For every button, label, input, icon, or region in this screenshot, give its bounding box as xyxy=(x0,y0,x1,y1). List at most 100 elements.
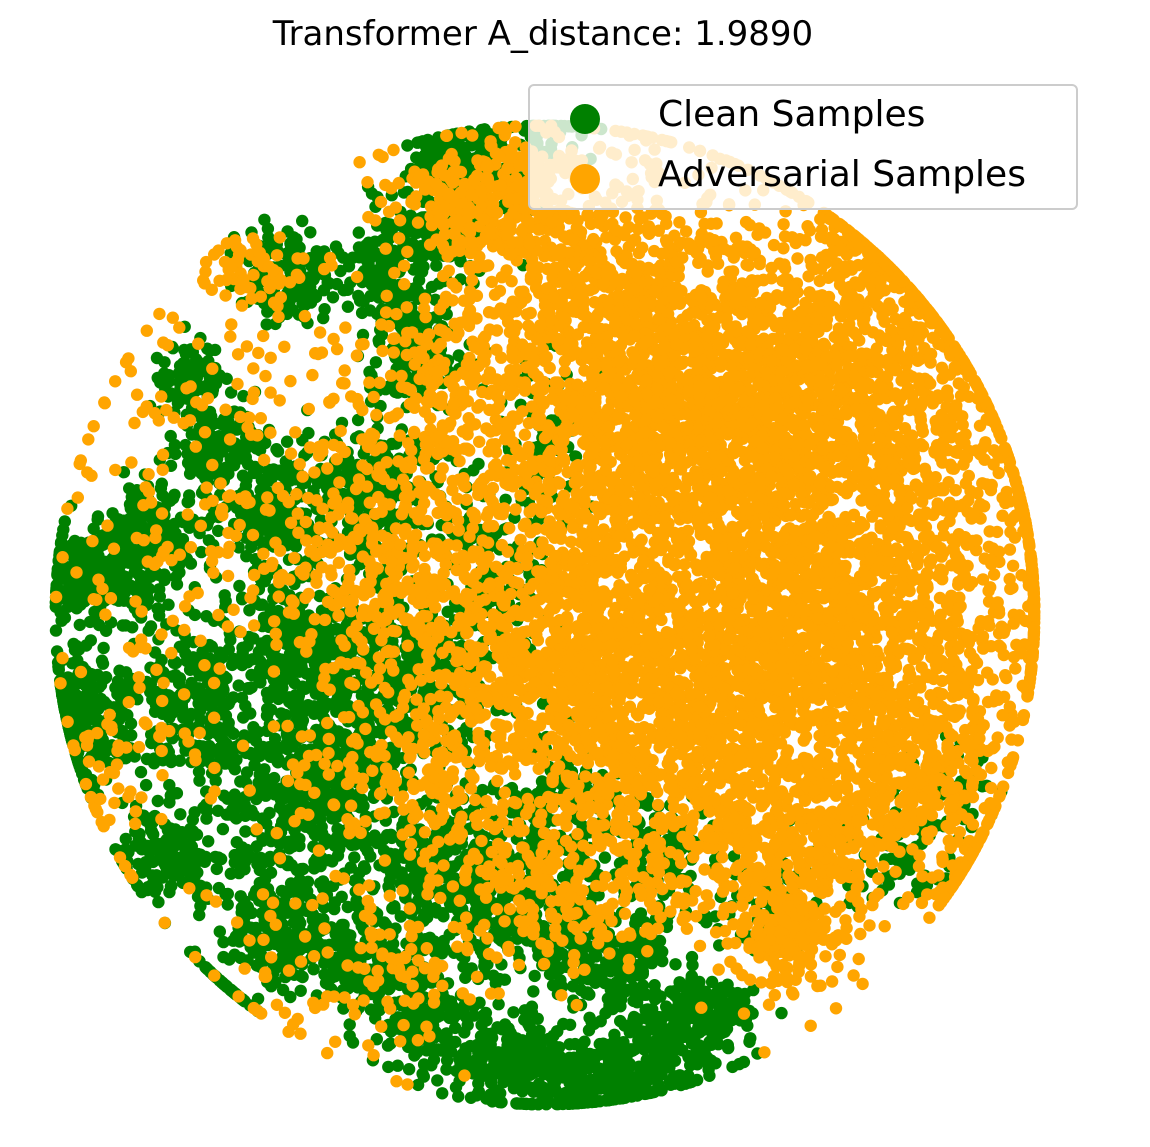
clean-sample-point xyxy=(532,1085,546,1099)
clean-sample-point xyxy=(190,455,203,468)
clean-sample-point xyxy=(49,624,63,637)
clean-sample-point xyxy=(92,618,106,632)
clean-sample-point xyxy=(125,514,138,527)
clean-sample-point xyxy=(174,808,187,821)
clean-sample-point xyxy=(205,640,218,653)
clean-sample-point xyxy=(342,260,356,273)
clean-sample-point xyxy=(519,1051,533,1064)
clean-sample-point xyxy=(513,1061,526,1074)
clean-sample-point xyxy=(472,1077,485,1090)
clean-sample-point xyxy=(200,610,213,623)
clean-sample-point xyxy=(129,547,143,560)
clean-sample-point xyxy=(55,536,68,549)
clean-sample-point xyxy=(234,890,247,903)
clean-sample-point xyxy=(163,778,176,792)
clean-sample-point xyxy=(352,226,365,239)
clean-sample-point xyxy=(300,667,313,680)
clean-sample-point xyxy=(563,1038,576,1051)
clean-sample-point xyxy=(655,1068,668,1081)
clean-sample-point xyxy=(437,910,450,923)
clean-sample-point xyxy=(475,1018,488,1032)
clean-sample-point xyxy=(375,274,389,287)
clean-sample-point xyxy=(122,677,135,691)
clean-sample-point xyxy=(183,521,196,534)
clean-sample-point xyxy=(152,895,165,909)
clean-sample-point xyxy=(286,739,299,752)
clean-sample-point xyxy=(56,689,69,702)
clean-sample-point xyxy=(525,1000,539,1013)
clean-sample-point xyxy=(279,708,292,722)
chart-title: Transformer A_distance: 1.9890 xyxy=(272,14,814,54)
clean-sample-point xyxy=(163,711,176,724)
clean-sample-point xyxy=(436,1087,449,1100)
clean-sample-point xyxy=(500,1047,514,1060)
clean-sample-point xyxy=(556,1097,569,1111)
clean-sample-point xyxy=(547,1074,560,1088)
clean-sample-point xyxy=(192,765,206,778)
clean-sample-point xyxy=(547,1029,560,1043)
clean-sample-point xyxy=(125,729,138,742)
clean-sample-point xyxy=(526,1097,539,1111)
clean-sample-point xyxy=(553,1050,566,1063)
clean-sample-point xyxy=(304,226,317,239)
clean-sample-point xyxy=(164,822,177,835)
clean-sample-point xyxy=(253,673,266,686)
clean-sample-point xyxy=(200,688,213,701)
clean-sample-point xyxy=(341,300,355,313)
clean-sample-point xyxy=(99,530,112,544)
clean-sample-point xyxy=(369,356,383,369)
clean-sample-point xyxy=(212,524,225,538)
clean-sample-point xyxy=(177,711,190,724)
clean-sample-point xyxy=(339,689,352,703)
clean-sample-point xyxy=(236,641,249,654)
clean-sample-point xyxy=(290,287,303,300)
clean-sample-point xyxy=(237,711,250,724)
clean-sample-point xyxy=(280,435,294,448)
clean-sample-point xyxy=(200,812,213,825)
clean-sample-point xyxy=(161,859,174,872)
clean-sample-point xyxy=(153,609,166,622)
clean-sample-point xyxy=(528,969,541,983)
clean-sample-point xyxy=(118,551,131,565)
clean-sample-point xyxy=(321,276,334,289)
clean-sample-point xyxy=(578,1035,591,1048)
clean-sample-point xyxy=(111,682,124,695)
clean-sample-point xyxy=(296,214,309,228)
clean-sample-point xyxy=(240,766,254,779)
clean-sample-point xyxy=(655,1084,668,1097)
clean-sample-point xyxy=(51,567,64,581)
clean-sample-point xyxy=(151,794,164,808)
clean-sample-point xyxy=(685,1075,698,1089)
clean-sample-point xyxy=(368,829,381,842)
clean-sample-point xyxy=(222,716,235,730)
clean-sample-point xyxy=(90,715,104,728)
clean-sample-point xyxy=(248,758,261,772)
clean-sample-point xyxy=(340,460,353,473)
clean-sample-point xyxy=(452,1090,465,1103)
clean-sample-point xyxy=(600,1082,613,1096)
clean-sample-point xyxy=(335,929,348,943)
clean-sample-point xyxy=(296,714,310,727)
clean-sample-point xyxy=(307,963,320,976)
clean-sample-point xyxy=(456,1048,469,1061)
clean-sample-point xyxy=(139,778,153,792)
clean-sample-point xyxy=(464,1091,478,1105)
clean-sample-point xyxy=(407,871,420,884)
clean-sample-point xyxy=(261,474,275,488)
clean-sample-point xyxy=(284,237,297,250)
clean-sample-point xyxy=(223,695,236,708)
clean-sample-point xyxy=(58,515,71,528)
clean-sample-point xyxy=(574,1049,588,1062)
clean-sample-point xyxy=(173,754,186,767)
clean-sample-point xyxy=(286,698,299,711)
clean-sample-point xyxy=(703,1069,716,1083)
clean-sample-point xyxy=(216,822,230,836)
clean-sample-point xyxy=(587,1049,600,1063)
clean-sample-point xyxy=(526,1032,539,1045)
clean-sample-point xyxy=(294,969,307,983)
clean-sample-point xyxy=(261,222,275,235)
clean-sample-point xyxy=(194,704,207,717)
clean-sample-point xyxy=(156,871,169,884)
clean-sample-point xyxy=(302,426,315,440)
clean-sample-point xyxy=(193,774,206,787)
